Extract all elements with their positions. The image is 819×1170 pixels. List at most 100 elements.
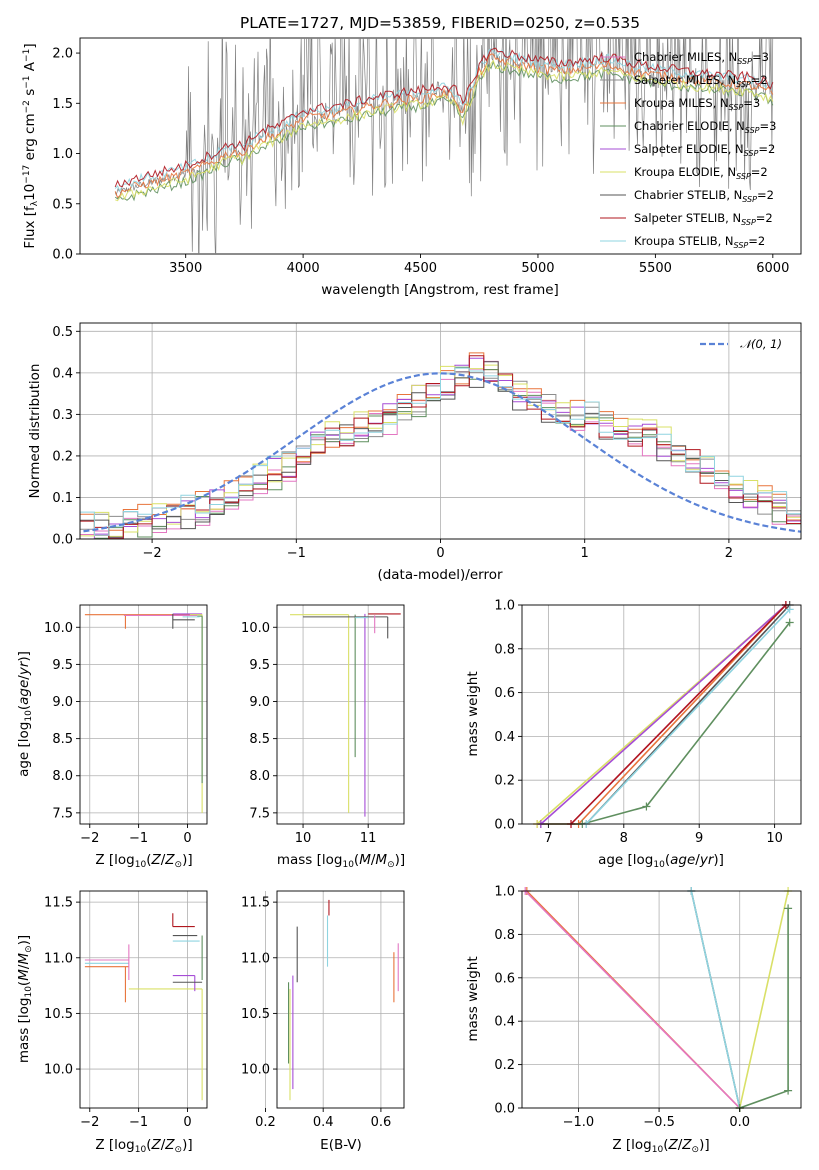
normal-curve (80, 372, 801, 533)
legend-label: Kroupa STELIB, NSSP=2 (634, 234, 765, 250)
cumulative-age-axes-frame (521, 604, 802, 825)
x-tick-label: 11 (360, 831, 377, 846)
legend-label: Salpeter STELIB, NSSP=2 (634, 211, 773, 227)
mass-vs-metallicity-panel: −2 −1 0 10.0 10.5 11.0 11.5 Z [log10(Z/Z⊙)] ma… (16, 890, 208, 1155)
legend-label: Chabrier STELIB, NSSP=2 (634, 188, 774, 204)
y-tick-label: 10.0 (241, 621, 270, 636)
figure-title: PLATE=1727, MJD=53859, FIBERID=0250, z=0… (240, 14, 640, 32)
cumulative-Z-marker (784, 1086, 793, 1095)
y-tick-label: 0.6 (494, 686, 515, 701)
y-tick-label: 7.5 (249, 806, 270, 821)
cumulative-Z-x-label: Z [log10(Z/Z⊙)] (612, 1137, 709, 1155)
y-tick-label: 0.0 (52, 248, 73, 263)
x-tick-label: 9 (695, 831, 703, 846)
model-spectrum (115, 59, 774, 202)
cumulative-age-line (585, 608, 791, 825)
y-tick-label: 10.0 (241, 1063, 270, 1078)
cumulative-Z-marker (784, 904, 793, 913)
y-tick-label: 8.0 (249, 769, 270, 784)
x-tick-label: −1 (129, 831, 148, 846)
x-tick-label: 7 (544, 831, 552, 846)
y-tick-label: 10.5 (241, 1007, 270, 1022)
x-tick-label: 0 (183, 1115, 191, 1130)
x-tick-label: 10 (766, 831, 783, 846)
y-tick-label: 11.5 (44, 896, 73, 911)
cumulative-age-line (540, 604, 787, 825)
x-tick-label: 5500 (639, 261, 672, 276)
y-tick-label: 0.2 (52, 449, 73, 464)
y-tick-label: 1.0 (494, 885, 515, 900)
y-tick-label: 0.2 (494, 1058, 515, 1073)
spectrum-panel: 3500 4000 4500 5000 5500 60000.00.51.01.52.0 … (22, 37, 802, 298)
y-tick-label: 7.5 (52, 806, 73, 821)
y-tick-label: 8.5 (249, 732, 270, 747)
cumulative-mass-metallicity-panel: −1.0 −0.5 0.0 0.0 0.2 0.4 0.6 0.8 1.0 Z [log10(Z… (465, 885, 802, 1155)
residual-y-label: Normed distribution (27, 364, 43, 499)
x-tick-label: 0 (436, 546, 444, 561)
age-Z-y-label: age [log10(age/yr)] (16, 651, 34, 777)
x-tick-label: 2 (725, 546, 733, 561)
x-tick-label: −1 (287, 546, 306, 561)
y-tick-label: 2.0 (52, 47, 73, 62)
x-tick-label: 0.4 (313, 1115, 334, 1130)
y-tick-label: 0.0 (494, 818, 515, 833)
cumulative-age-line (540, 622, 791, 825)
cumulative-Z-line (738, 890, 789, 1109)
cumulative-age-line (570, 604, 787, 825)
y-tick-label: 8.0 (52, 769, 73, 784)
cumulative-age-x-label: age [log10(age/yr)] (598, 852, 724, 870)
y-tick-label: 8.5 (52, 732, 73, 747)
y-tick-label: 0.5 (52, 325, 73, 340)
spectrum-y-label: Flux [fλ10−17 erg cm−2 s−1 A−1] (22, 43, 40, 248)
legend-label: Kroupa MILES, NSSP=3 (634, 96, 760, 112)
spectrum-legend: Chabrier MILES, NSSP=3 Salpeter MILES, NS… (600, 50, 776, 250)
y-tick-label: 0.4 (494, 730, 515, 745)
model-spectrum (114, 47, 774, 193)
y-tick-label: 10.0 (44, 1063, 73, 1078)
y-tick-label: 1.0 (52, 147, 73, 162)
mass-vs-extinction-panel: 0.2 0.4 0.6 10.0 10.5 11.0 11.5 E(B-V) (241, 890, 405, 1153)
x-tick-label: −2 (80, 1115, 99, 1130)
model-spectrum (114, 47, 774, 188)
x-tick-label: 5000 (521, 261, 554, 276)
cumulative-Z-line (524, 890, 741, 1109)
cumulative-Z-y-label: mass weight (465, 956, 481, 1041)
cumulative-mass-age-panel: 7 8 9 10 0.0 0.2 0.4 0.6 0.8 1.0 age [log10(age/y… (465, 599, 802, 870)
y-tick-label: 9.0 (249, 695, 270, 710)
residual-panel: −2 −1 0 1 2 0.0 0.1 0.2 0.3 0.4 0.5 (data-model)/e… (27, 322, 802, 583)
legend-label: Salpeter MILES, NSSP=2 (634, 73, 768, 89)
spectrum-traces (114, 38, 774, 254)
legend-label: Chabrier MILES, NSSP=3 (634, 50, 769, 66)
age-vs-metallicity-panel: −2 −1 0 7.5 8.0 8.5 9.0 9.5 10.0 Z [log10(Z/Z⊙)]… (16, 604, 208, 870)
y-tick-label: 0.2 (494, 774, 515, 789)
model-spectrum (114, 53, 774, 199)
x-tick-label: 0 (183, 831, 191, 846)
y-tick-label: 0.0 (52, 533, 73, 548)
x-tick-label: 10 (295, 831, 312, 846)
legend-label: Salpeter ELODIE, NSSP=2 (634, 142, 775, 158)
age-Z-x-label: Z [log10(Z/Z⊙)] (95, 852, 192, 870)
x-tick-label: 0.0 (729, 1115, 750, 1130)
age-vs-mass-panel: 10 11 7.5 8.0 8.5 9.0 9.5 10.0 mass [log10(M/M⊙… (241, 604, 405, 870)
x-tick-label: 0.6 (371, 1115, 392, 1130)
residual-traces (80, 352, 801, 539)
x-tick-label: −1 (129, 1115, 148, 1130)
cumulative-age-y-label: mass weight (465, 671, 481, 756)
y-tick-label: 0.8 (494, 642, 515, 657)
x-tick-label: 1 (581, 546, 589, 561)
model-spectrum (114, 60, 774, 202)
spectrum-axes-frame (79, 37, 802, 255)
y-tick-label: 11.0 (241, 951, 270, 966)
y-tick-label: 11.0 (44, 951, 73, 966)
mass-Z-x-label: Z [log10(Z/Z⊙)] (95, 1137, 192, 1155)
y-tick-label: 0.8 (494, 928, 515, 943)
x-tick-label: −0.5 (643, 1115, 675, 1130)
cumulative-Z-line (690, 890, 741, 1109)
cumulative-age-marker (785, 605, 794, 614)
x-tick-label: 8 (620, 831, 628, 846)
y-tick-label: 0.4 (52, 366, 73, 381)
legend-label: Kroupa ELODIE, NSSP=2 (634, 165, 768, 181)
y-tick-label: 0.3 (52, 408, 73, 423)
y-tick-label: 0.1 (52, 491, 73, 506)
y-tick-label: 0.0 (494, 1102, 515, 1117)
